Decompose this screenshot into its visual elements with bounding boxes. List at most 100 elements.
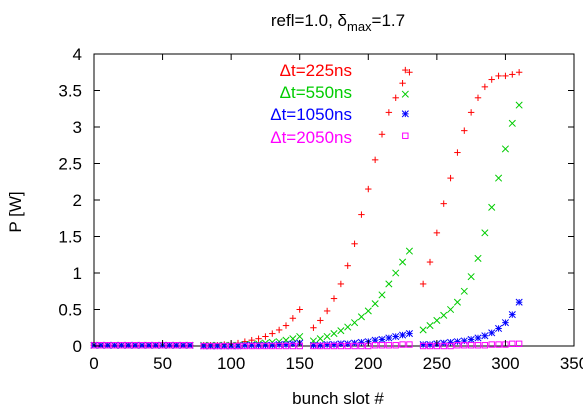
data-point [495, 174, 503, 182]
data-point [145, 342, 153, 349]
y-axis-label: P [W] [6, 191, 25, 232]
y-tick-label: 0 [73, 337, 82, 356]
data-point [426, 258, 434, 266]
data-point [392, 332, 400, 341]
data-point [515, 298, 523, 306]
x-tick-label: 100 [217, 354, 245, 373]
data-point [392, 269, 400, 277]
data-point [515, 340, 523, 348]
data-point [364, 307, 372, 315]
data-point [323, 342, 331, 350]
legend-entry-2: Δt=550ns [280, 83, 352, 102]
data-point [262, 333, 269, 340]
data-point [405, 247, 413, 255]
data-point [488, 329, 496, 337]
data-point [289, 315, 297, 322]
data-point [296, 306, 303, 313]
data-point [378, 335, 386, 343]
data-point [481, 83, 489, 91]
data-point [145, 341, 153, 349]
data-point [111, 342, 118, 349]
data-point [213, 342, 221, 350]
data-point [262, 342, 269, 350]
x-axis-label: bunch slot # [292, 389, 384, 408]
data-point [509, 340, 516, 348]
data-point [131, 342, 139, 349]
data-point [255, 342, 262, 350]
data-point [385, 109, 393, 116]
data-point [152, 341, 160, 349]
data-point [399, 258, 407, 266]
data-point [474, 342, 482, 349]
data-point [474, 94, 482, 101]
data-point [440, 311, 448, 319]
data-point [275, 326, 283, 334]
data-point [358, 342, 365, 350]
data-point [200, 342, 207, 350]
data-point [447, 174, 454, 182]
data-point [433, 229, 441, 237]
series-4 [90, 340, 523, 350]
x-tick-label: 300 [491, 354, 519, 373]
data-point [179, 341, 187, 349]
data-point [330, 342, 338, 350]
data-point [234, 342, 242, 350]
data-point [419, 340, 427, 349]
x-tick-label: 0 [89, 354, 98, 373]
data-point [357, 338, 365, 346]
data-point [495, 72, 502, 80]
data-point [399, 80, 406, 87]
data-point [337, 340, 345, 348]
data-point [474, 254, 482, 262]
data-point [138, 341, 146, 349]
data-point [467, 342, 475, 349]
x-tick-label: 150 [286, 354, 314, 373]
data-point [351, 240, 358, 247]
y-tick-label: 0.5 [58, 301, 82, 320]
data-point [378, 291, 386, 299]
data-point [495, 324, 503, 333]
data-point [323, 340, 331, 349]
data-point [433, 316, 441, 325]
data-point [310, 324, 317, 331]
data-point [269, 342, 276, 350]
data-point [310, 342, 317, 350]
axis-ticks: 0 50 100 150 200 250 300 350 0 0.5 1 1.5 2 2.5 3 3.5 4 [58, 45, 583, 373]
data-point [186, 341, 194, 349]
x-tick-label: 250 [423, 354, 451, 373]
data-point [323, 307, 331, 315]
x-tick-label: 200 [354, 354, 382, 373]
data-point [282, 342, 290, 350]
data-point [296, 332, 304, 341]
y-tick-label: 2 [73, 191, 82, 210]
chart-title: refl=1.0, δmax=1.7 [271, 11, 405, 34]
data-point [358, 211, 365, 218]
y-tick-label: 3 [73, 118, 82, 137]
data-point [440, 200, 447, 207]
data-point [255, 335, 262, 342]
data-point [131, 341, 139, 349]
data-point [351, 319, 359, 327]
data-point [337, 327, 345, 335]
data-point [467, 273, 475, 281]
data-point [467, 109, 475, 116]
data-point [330, 295, 338, 302]
data-point [385, 342, 393, 349]
y-tick-label: 2.5 [58, 155, 82, 174]
data-point [454, 149, 461, 156]
data-point [419, 342, 427, 350]
data-point [344, 340, 352, 348]
legend-sample-1 [402, 66, 409, 74]
data-point [241, 342, 249, 350]
data-point [515, 69, 523, 76]
data-point [166, 342, 173, 349]
data-point [378, 342, 386, 349]
data-point [337, 280, 345, 288]
legend-entry-4: Δt=2050ns [270, 128, 352, 147]
y-tick-label: 4 [73, 45, 82, 64]
data-point [474, 334, 482, 342]
legend-sample-3 [401, 110, 409, 118]
data-point [481, 229, 489, 237]
data-point [508, 311, 516, 319]
